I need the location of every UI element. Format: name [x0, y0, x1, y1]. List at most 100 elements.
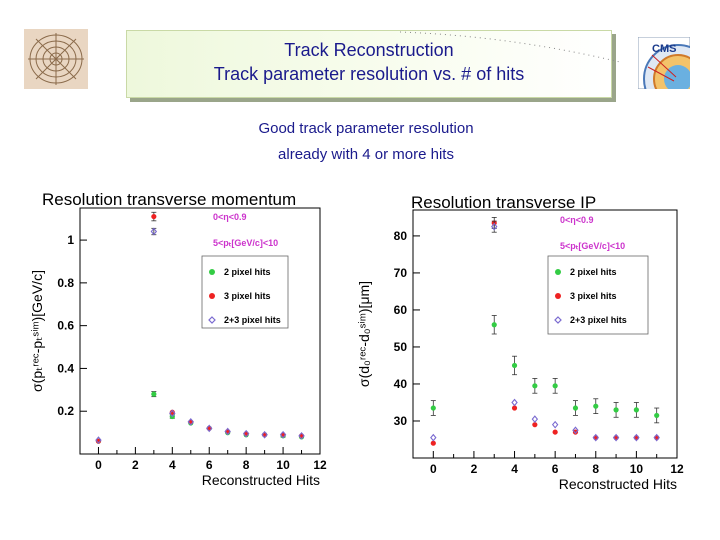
cut-annotation: 0<η<0.9 — [560, 215, 594, 225]
data-point — [224, 427, 231, 436]
legend-label: 2+3 pixel hits — [224, 315, 281, 325]
y-tick-label: 40 — [394, 377, 408, 391]
data-point — [653, 433, 660, 442]
legend-label: 2 pixel hits — [224, 267, 271, 277]
data-point — [572, 405, 579, 411]
pt-resolution-chart: Resolution transverse momentum 0 2 4 6 8 10 12 0… — [30, 190, 327, 488]
x-tick-label: 4 — [169, 458, 176, 472]
x-tick-label: 2 — [132, 458, 139, 472]
x-tick-label: 10 — [630, 462, 644, 476]
y-tick-label: 1 — [67, 233, 74, 247]
data-point — [552, 383, 558, 389]
legend-label: 3 pixel hits — [224, 291, 271, 301]
x-tick-label: 10 — [276, 458, 290, 472]
y-tick-label: 0.6 — [57, 319, 74, 333]
x-tick-label: 4 — [511, 462, 518, 476]
plot-frame — [412, 209, 678, 459]
x-tick-label: 6 — [206, 458, 213, 472]
cut-annotation: 0<η<0.9 — [213, 212, 247, 222]
data-point — [593, 403, 599, 409]
y-tick-label: 0.8 — [57, 276, 74, 290]
data-point — [491, 322, 497, 328]
cut-annotation: 5<pₜ[GeV/c]<10 — [560, 241, 625, 251]
data-point — [279, 430, 287, 439]
data-point — [531, 415, 539, 423]
cut-annotation: 5<pₜ[GeV/c]<10 — [213, 238, 278, 248]
data-point — [150, 227, 158, 236]
x-tick-label: 8 — [592, 462, 599, 476]
y-tick-label: 50 — [394, 340, 408, 354]
legend-marker — [208, 316, 216, 324]
data-point — [532, 383, 538, 389]
y-tick-label: 70 — [394, 266, 408, 280]
data-point — [552, 429, 558, 435]
y-axis-label: σ(d₀ʳᵉᶜ-d₀ˢⁱᵐ)[μm] — [356, 281, 372, 387]
data-point — [654, 412, 660, 419]
chart-title: Resolution transverse momentum — [42, 190, 296, 209]
y-tick-label: 0.2 — [57, 404, 74, 418]
cms-logo-text: CMS — [652, 43, 676, 55]
x-tick-label: 12 — [313, 458, 327, 472]
legend-marker — [555, 293, 561, 299]
decorative-dotted-line — [400, 31, 620, 63]
data-point — [511, 405, 518, 411]
data-point — [532, 422, 538, 428]
data-point — [151, 391, 157, 397]
data-point — [572, 426, 579, 435]
y-tick-label: 0.4 — [57, 361, 74, 375]
chart-title: Resolution transverse IP — [411, 193, 596, 212]
legend-label: 2+3 pixel hits — [570, 315, 627, 325]
x-tick-label: 0 — [430, 462, 437, 476]
data-point — [613, 407, 619, 413]
plot-frame — [79, 207, 321, 455]
data-point — [430, 405, 436, 411]
legend-marker — [209, 269, 215, 275]
cms-logo: CMS — [637, 36, 713, 114]
summary-line-2: already with 4 or more hits — [278, 146, 454, 163]
data-point — [298, 431, 305, 440]
y-tick-label: 30 — [394, 414, 408, 428]
summary-line-1: Good track parameter resolution — [258, 120, 474, 137]
detector-photo-logo — [24, 29, 88, 89]
data-point — [511, 362, 518, 369]
data-point — [430, 440, 436, 446]
data-point — [95, 436, 102, 444]
data-point — [95, 438, 102, 444]
legend-label: 2 pixel hits — [570, 267, 617, 277]
x-tick-label: 8 — [243, 458, 250, 472]
legend-box — [547, 255, 649, 335]
data-point — [430, 433, 437, 442]
x-tick-label: 12 — [670, 462, 684, 476]
x-axis-label: Reconstructed Hits — [559, 476, 677, 492]
data-point — [151, 213, 157, 220]
data-point — [169, 409, 176, 418]
page-title: Track Reconstruction — [284, 40, 454, 60]
data-point — [633, 433, 640, 442]
data-point — [511, 398, 518, 407]
x-tick-label: 2 — [471, 462, 478, 476]
data-point — [491, 222, 498, 231]
legend-label: 3 pixel hits — [570, 291, 617, 301]
x-tick-label: 6 — [552, 462, 559, 476]
data-point — [206, 424, 213, 433]
title-banner: Track Reconstruction Track parameter res… — [126, 30, 612, 98]
legend-marker — [209, 293, 215, 299]
legend-marker — [555, 269, 561, 275]
ip-resolution-chart: Resolution transverse IP 0 2 4 6 8 10 12 30 40 50 6… — [356, 193, 684, 492]
data-point — [169, 409, 175, 415]
data-point — [187, 418, 194, 426]
x-tick-label: 0 — [95, 458, 102, 472]
y-axis-label: σ(pₜʳᵉᶜ-pₜˢⁱᵐ)[GeV/c] — [30, 270, 45, 392]
page-subtitle-heading: Track parameter resolution vs. # of hits — [213, 64, 525, 84]
data-point — [612, 433, 620, 442]
legend-marker — [554, 316, 562, 324]
data-point — [261, 430, 268, 439]
data-point — [242, 429, 250, 438]
data-point — [592, 433, 599, 442]
data-point — [633, 407, 639, 413]
data-point — [572, 429, 579, 435]
data-point — [551, 420, 559, 429]
y-tick-label: 60 — [394, 303, 408, 317]
legend-box — [201, 255, 289, 329]
x-axis-label: Reconstructed Hits — [202, 472, 320, 488]
